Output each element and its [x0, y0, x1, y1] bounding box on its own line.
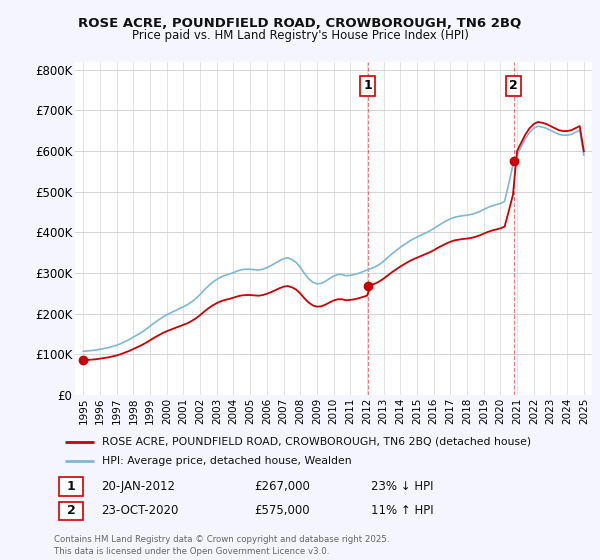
Text: Contains HM Land Registry data © Crown copyright and database right 2025.
This d: Contains HM Land Registry data © Crown c…: [54, 535, 389, 556]
Text: ROSE ACRE, POUNDFIELD ROAD, CROWBOROUGH, TN6 2BQ (detached house): ROSE ACRE, POUNDFIELD ROAD, CROWBOROUGH,…: [101, 437, 530, 447]
FancyBboxPatch shape: [59, 502, 83, 520]
Text: 23-OCT-2020: 23-OCT-2020: [101, 505, 179, 517]
Text: 2: 2: [509, 80, 518, 92]
Text: 23% ↓ HPI: 23% ↓ HPI: [371, 480, 433, 493]
FancyBboxPatch shape: [59, 477, 83, 496]
Text: 11% ↑ HPI: 11% ↑ HPI: [371, 505, 433, 517]
Text: HPI: Average price, detached house, Wealden: HPI: Average price, detached house, Weal…: [101, 456, 351, 466]
Text: ROSE ACRE, POUNDFIELD ROAD, CROWBOROUGH, TN6 2BQ: ROSE ACRE, POUNDFIELD ROAD, CROWBOROUGH,…: [79, 17, 521, 30]
Text: 1: 1: [364, 80, 372, 92]
Text: 1: 1: [67, 480, 76, 493]
Text: Price paid vs. HM Land Registry's House Price Index (HPI): Price paid vs. HM Land Registry's House …: [131, 29, 469, 42]
Text: 20-JAN-2012: 20-JAN-2012: [101, 480, 176, 493]
Text: £575,000: £575,000: [254, 505, 310, 517]
Text: £267,000: £267,000: [254, 480, 311, 493]
Text: 2: 2: [67, 505, 76, 517]
